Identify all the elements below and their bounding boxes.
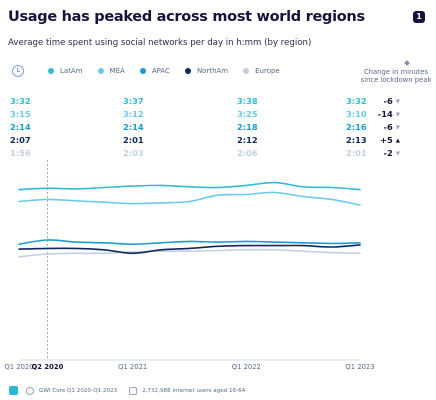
legend: LatAm MEA APAC NorthAm Europe <box>12 63 295 79</box>
value-cell-northam: 2:13 <box>346 135 367 145</box>
legend-label: MEA <box>109 67 125 75</box>
change-value-latam: -6 ▼ <box>383 96 400 106</box>
value-cell-latam: 3:38 <box>237 96 258 106</box>
value-cell-mea: 3:25 <box>237 109 258 119</box>
chart-title: Usage has peaked across most world regio… <box>8 9 365 25</box>
value-cell-latam: 3:32 <box>10 96 31 106</box>
legend-item-northam[interactable]: NorthAm <box>184 67 229 75</box>
value-column-q1-2022: 3:38 3:25 2:18 2:12 2:06 <box>237 95 258 160</box>
legend-dot <box>184 68 191 74</box>
clock-icon[interactable] <box>12 65 24 77</box>
series-line-apac <box>18 239 361 246</box>
value-cell-apac: 2:14 <box>123 122 144 132</box>
value-cell-northam: 2:12 <box>237 135 258 145</box>
legend-label: Europe <box>255 67 280 75</box>
value-cell-latam: 3:37 <box>123 96 144 106</box>
x-tick-label: Q1 2023 <box>345 363 374 371</box>
chart-subtitle: Average time spent using social networks… <box>8 38 312 48</box>
legend-dot <box>48 68 54 74</box>
value-cell-apac: 2:14 <box>10 122 31 132</box>
change-column: -6 ▼ -14 ▼ -6 ▼ +5 ▲ -2 ▼ <box>364 95 400 160</box>
value-cell-apac: 2:18 <box>237 122 258 132</box>
series-line-europe <box>18 248 361 258</box>
x-tick-label: Q1 2021 <box>118 363 147 371</box>
arrow-down-icon: ▼ <box>395 99 400 105</box>
value-cell-mea: 3:12 <box>123 109 144 119</box>
footer: GWI Core Q1 2020-Q1 2023 2,732,988 inter… <box>9 386 245 395</box>
legend-dot <box>97 68 104 74</box>
change-value-apac: -6 ▼ <box>383 122 400 132</box>
change-value-northam: +5 ▲ <box>380 135 400 145</box>
arrow-up-icon: ▲ <box>395 138 400 144</box>
value-cell-northam: 2:07 <box>10 135 31 145</box>
value-cell-europe: 2:06 <box>237 148 258 158</box>
value-column-q1-2023: 3:32 3:10 2:16 2:13 2:01 <box>346 95 367 160</box>
users-icon <box>129 386 138 395</box>
value-cell-mea: 3:15 <box>10 109 31 119</box>
source-icon <box>26 386 34 395</box>
value-cell-apac: 2:16 <box>346 122 367 132</box>
legend-item-europe[interactable]: Europe <box>243 67 280 75</box>
arrow-down-icon: ▼ <box>395 151 400 157</box>
value-column-q1-2021: 3:37 3:12 2:14 2:01 2:03 <box>123 95 144 160</box>
legend-item-apac[interactable]: APAC <box>139 67 170 75</box>
legend-label: APAC <box>151 67 170 75</box>
arrow-down-icon: ▼ <box>395 112 400 118</box>
arrow-down-icon: ▼ <box>395 125 400 131</box>
x-tick-label: Q2 2020 <box>32 363 64 371</box>
value-cell-europe: 1:56 <box>10 148 31 158</box>
value-cell-latam: 3:32 <box>346 96 367 106</box>
footer-sample: 2,732,988 internet users aged 16-64 <box>142 387 246 394</box>
x-tick-label: Q1 2022 <box>232 363 261 371</box>
legend-dot <box>139 68 146 74</box>
series-line-northam <box>18 244 361 255</box>
x-tick-label: Q1 2020 <box>4 363 33 371</box>
series-line-mea <box>18 191 361 206</box>
value-column-q1-2020: 3:32 3:15 2:14 2:07 1:56 <box>10 95 31 160</box>
value-cell-mea: 3:10 <box>346 109 367 119</box>
change-value-mea: -14 ▼ <box>377 109 400 119</box>
value-cell-europe: 2:03 <box>123 148 144 158</box>
legend-item-mea[interactable]: MEA <box>97 67 125 75</box>
brand-logo-icon <box>9 386 18 395</box>
number-badge[interactable]: 1 <box>413 11 425 23</box>
value-cell-europe: 2:01 <box>346 148 367 158</box>
legend-dot <box>243 68 250 74</box>
value-cell-northam: 2:01 <box>123 135 144 145</box>
change-value-europe: -2 ▼ <box>383 148 400 158</box>
change-header: Change in minutes since lockdown peak <box>360 68 432 84</box>
legend-label: LatAm <box>60 67 83 75</box>
footer-source: GWI Core Q1 2020-Q1 2023 <box>39 387 118 394</box>
legend-label: NorthAm <box>196 67 229 75</box>
series-line-latam <box>18 181 361 191</box>
legend-item-latam[interactable]: LatAm <box>48 67 83 75</box>
